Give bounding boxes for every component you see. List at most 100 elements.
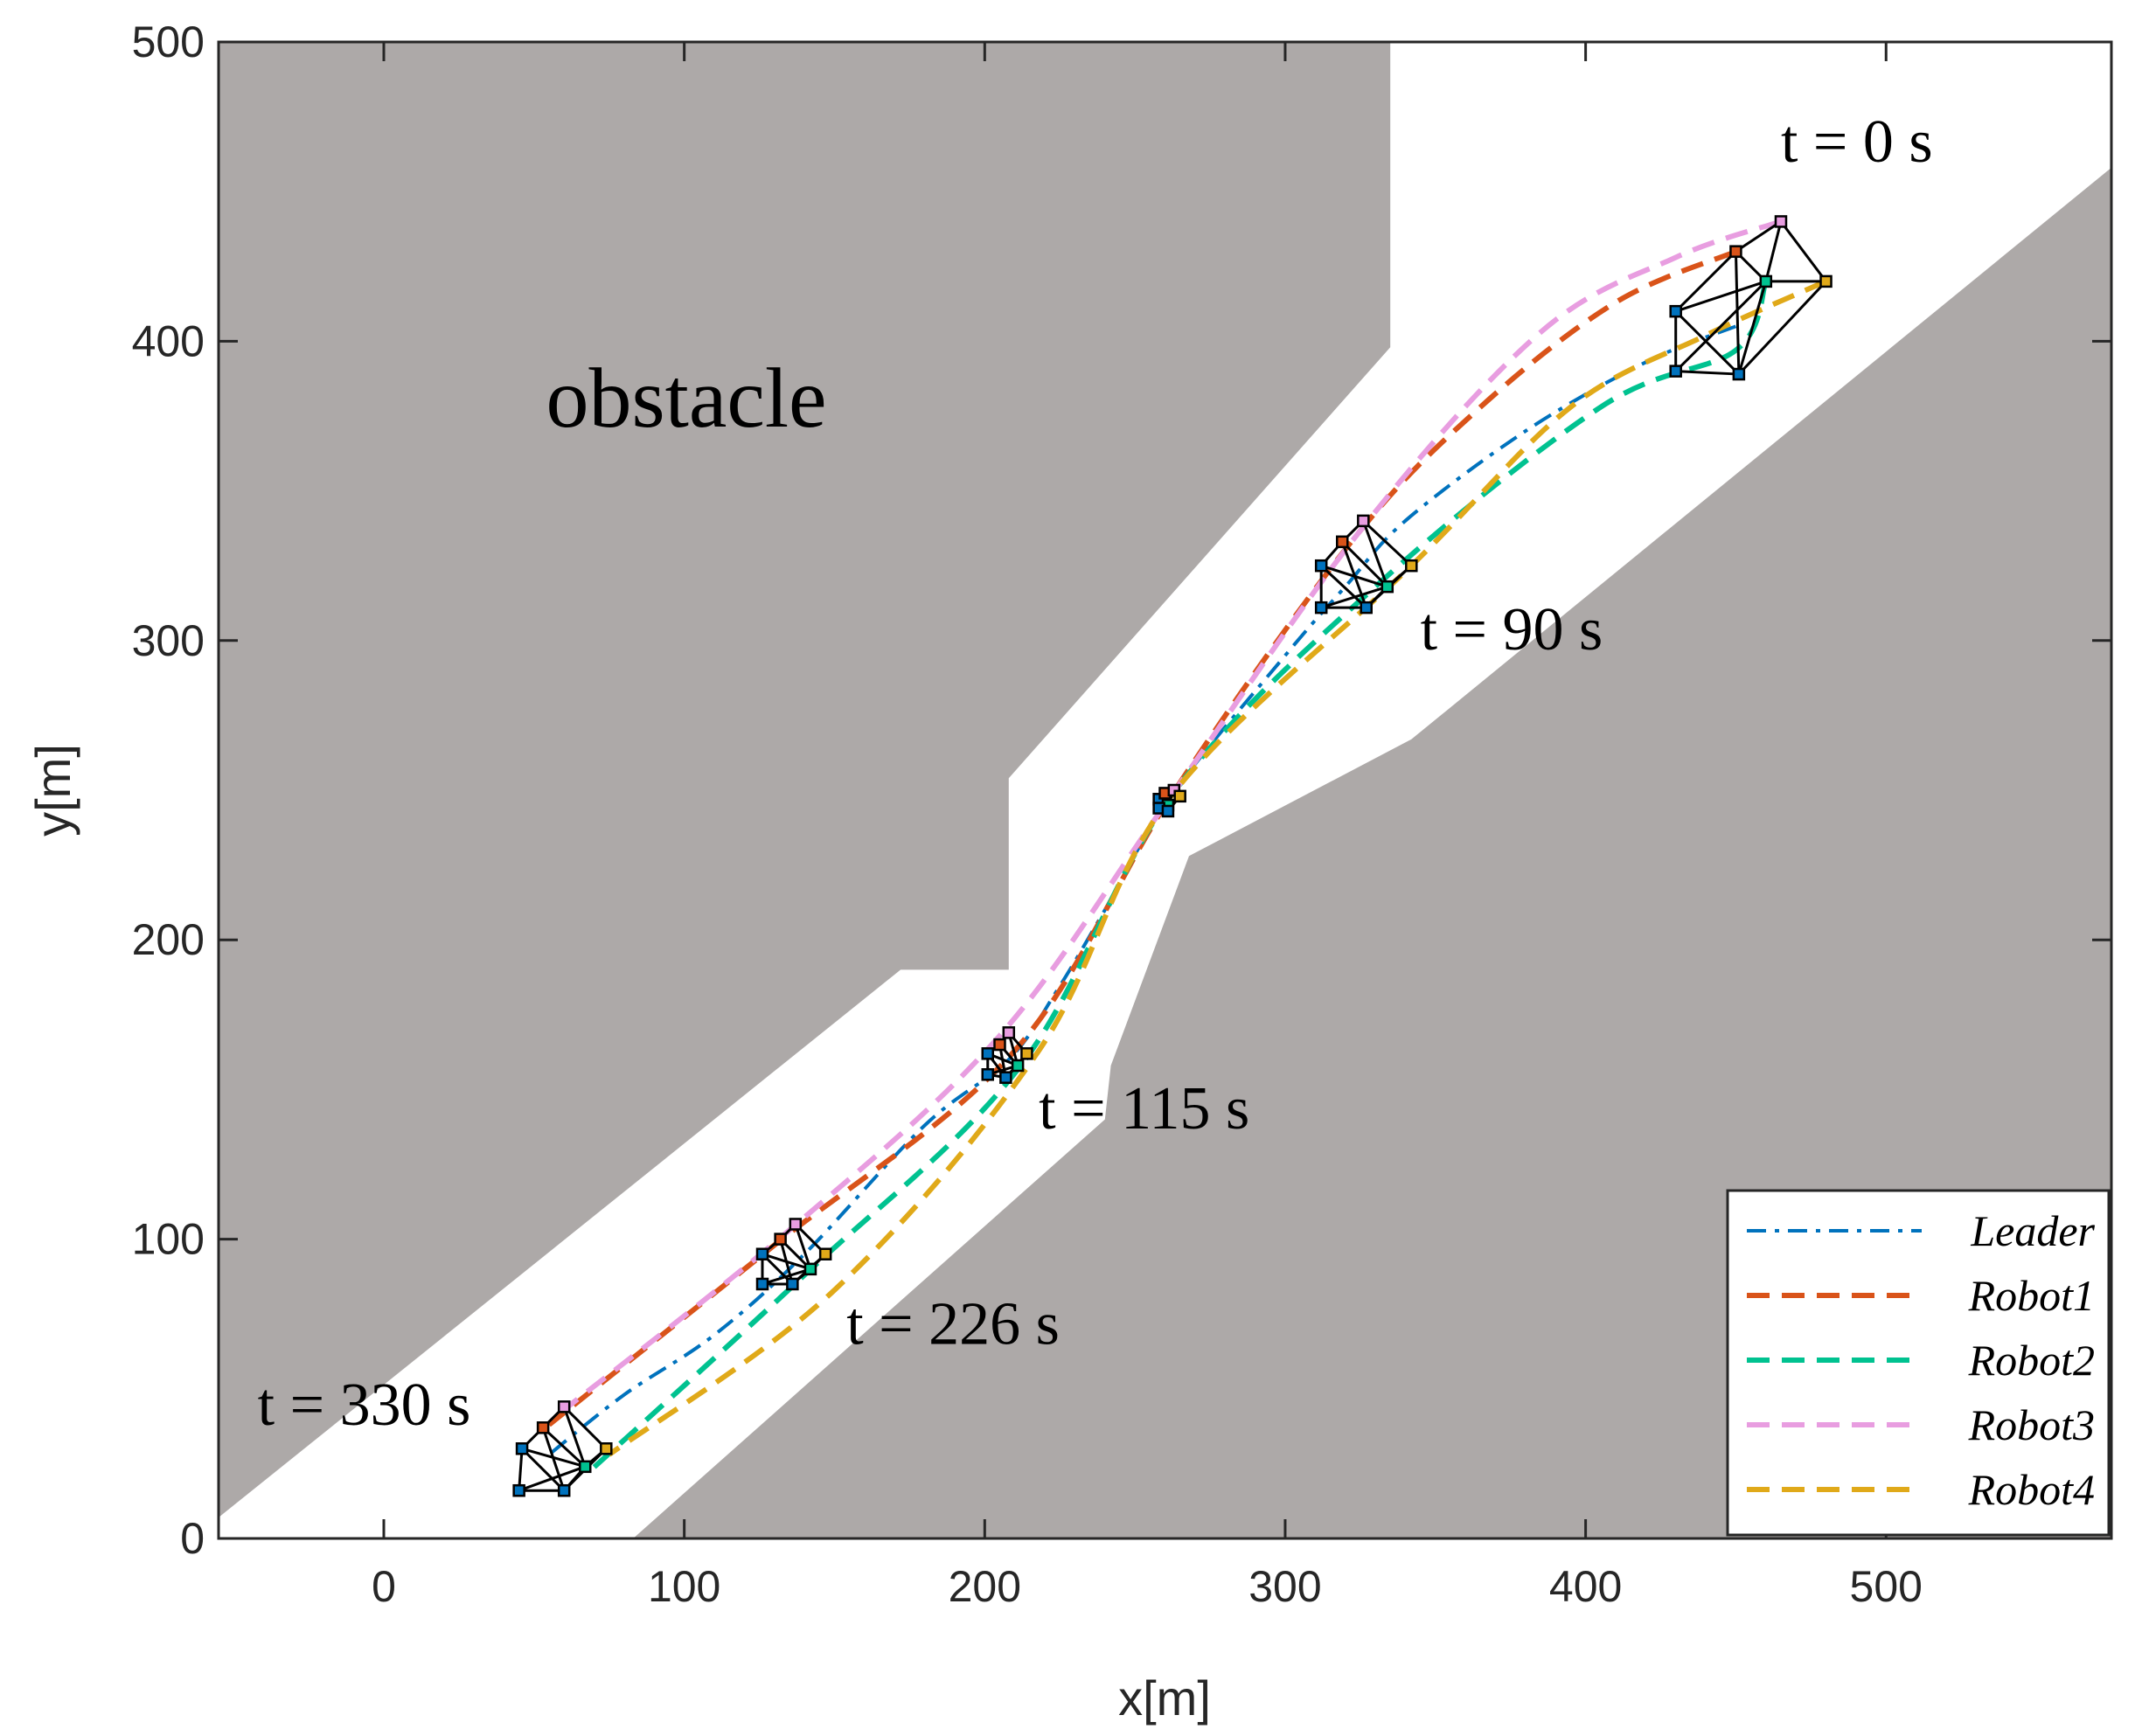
legend-label-robot1: Robot1 (1968, 1271, 2095, 1320)
robot-marker (557, 1483, 571, 1497)
formation-t-226-s (755, 1218, 832, 1291)
formation-link (562, 1406, 587, 1468)
formation-link (794, 1224, 812, 1270)
formation-link (542, 1427, 587, 1468)
y-tick-label: 400 (132, 316, 205, 365)
formation-link (563, 1406, 608, 1450)
formation-link (1779, 220, 1827, 282)
formation-link (1675, 280, 1767, 313)
formation-link (1734, 251, 1741, 375)
annotation-t-330-s: t = 330 s (258, 1371, 471, 1439)
robot-marker (579, 1460, 592, 1474)
obstacle-upper-left (219, 42, 1391, 1517)
y-tick-label: 200 (132, 915, 205, 964)
plot-frame (217, 40, 2113, 1540)
robot-marker (774, 1233, 787, 1246)
x-tick-label: 0 (372, 1562, 396, 1611)
robot-marker (515, 1442, 529, 1455)
legend-label-leader: Leader (1970, 1206, 2095, 1255)
robot-marker (1774, 215, 1788, 228)
robot-marker (981, 1068, 994, 1081)
formation-link (1674, 250, 1737, 313)
robot-marker (1161, 804, 1175, 818)
formation-link (762, 1267, 811, 1286)
legend-label-robot3: Robot3 (1968, 1400, 2095, 1449)
annotation-t-90-s: t = 90 s (1421, 596, 1603, 663)
formation-t-330-s (512, 1400, 613, 1497)
formation-link (1737, 280, 1827, 376)
formation-t-90-s (1314, 514, 1418, 615)
robot-marker (600, 1442, 613, 1455)
robot-marker (557, 1400, 571, 1413)
x-axis-label: x[m] (1118, 1670, 1211, 1726)
y-tick-label: 100 (132, 1215, 205, 1264)
formation-link (1320, 585, 1388, 609)
robot-marker (755, 1247, 769, 1260)
y-tick-label: 300 (132, 616, 205, 665)
y-axis-label: y[m] (25, 744, 80, 837)
formation-link (1674, 310, 1740, 376)
robot-marker (1011, 1059, 1025, 1073)
robot-marker (786, 1277, 799, 1291)
robot-marker (1405, 559, 1418, 573)
robot-marker (1002, 1026, 1016, 1039)
axes: 0 100 200 300 400 500 0 100 200 300 400 500 (132, 17, 2113, 1611)
formation-t-174-s (1152, 783, 1186, 818)
formation-link (1340, 541, 1368, 608)
formation-link (1674, 280, 1767, 372)
robot-marker (1732, 367, 1746, 381)
formation-t-115-s (981, 1026, 1033, 1084)
formation-link (518, 1465, 586, 1492)
robot-marker (999, 1071, 1012, 1084)
y-tick-label: 500 (132, 17, 205, 66)
formation-link (518, 1448, 524, 1491)
robot-marker (1669, 304, 1682, 318)
robot-marker (1360, 601, 1373, 615)
formation-link (1362, 519, 1413, 567)
annotation-t-226-s: t = 226 s (846, 1290, 1060, 1358)
robot-marker (1336, 535, 1349, 549)
legend-label-robot4: Robot4 (1968, 1465, 2095, 1514)
formation-layer (512, 215, 1833, 1497)
robot-marker (803, 1262, 817, 1276)
x-tick-label: 400 (1549, 1562, 1622, 1611)
obstacle-label: obstacle (546, 351, 826, 446)
legend-label-robot2: Robot2 (1968, 1336, 2095, 1385)
robot-marker (1020, 1047, 1033, 1060)
robot-marker (512, 1483, 525, 1497)
formation-link (1341, 540, 1388, 588)
robot-marker (1173, 789, 1186, 803)
robot-marker (1357, 514, 1370, 528)
x-tick-label: 500 (1850, 1562, 1923, 1611)
robot-marker (981, 1047, 994, 1060)
formation-link (1737, 281, 1768, 375)
annotation-t-0-s: t = 0 s (1781, 108, 1933, 176)
robot-marker (789, 1218, 803, 1231)
formation-link (521, 1448, 566, 1492)
x-tick-label: 100 (648, 1562, 720, 1611)
robot-marker (1759, 274, 1773, 288)
robot-marker (1819, 274, 1833, 288)
robot-marker (1729, 245, 1742, 258)
annotation-t-115-s: t = 115 s (1039, 1075, 1249, 1142)
formation-link (1764, 221, 1783, 282)
formation-link (1735, 220, 1782, 253)
formation-t-0-s (1669, 215, 1833, 381)
robot-marker (993, 1038, 1006, 1052)
formation-link (1320, 565, 1367, 609)
trajectory-robot4 (607, 279, 1827, 1457)
robot-marker (1669, 365, 1682, 378)
robot-marker (536, 1421, 550, 1434)
formation-link (541, 1427, 566, 1491)
robot-marker (1314, 601, 1328, 615)
x-tick-label: 300 (1248, 1562, 1321, 1611)
formation-link (1675, 370, 1739, 376)
robot-marker (1380, 580, 1394, 594)
legend: Leader Robot1 Robot2 Robot3 Robot4 (1726, 1189, 2111, 1537)
y-tick-label: 0 (180, 1514, 205, 1563)
robot-marker (755, 1277, 769, 1291)
robot-marker (1314, 559, 1328, 573)
x-tick-label: 200 (949, 1562, 1021, 1611)
robot-marker (818, 1247, 832, 1260)
